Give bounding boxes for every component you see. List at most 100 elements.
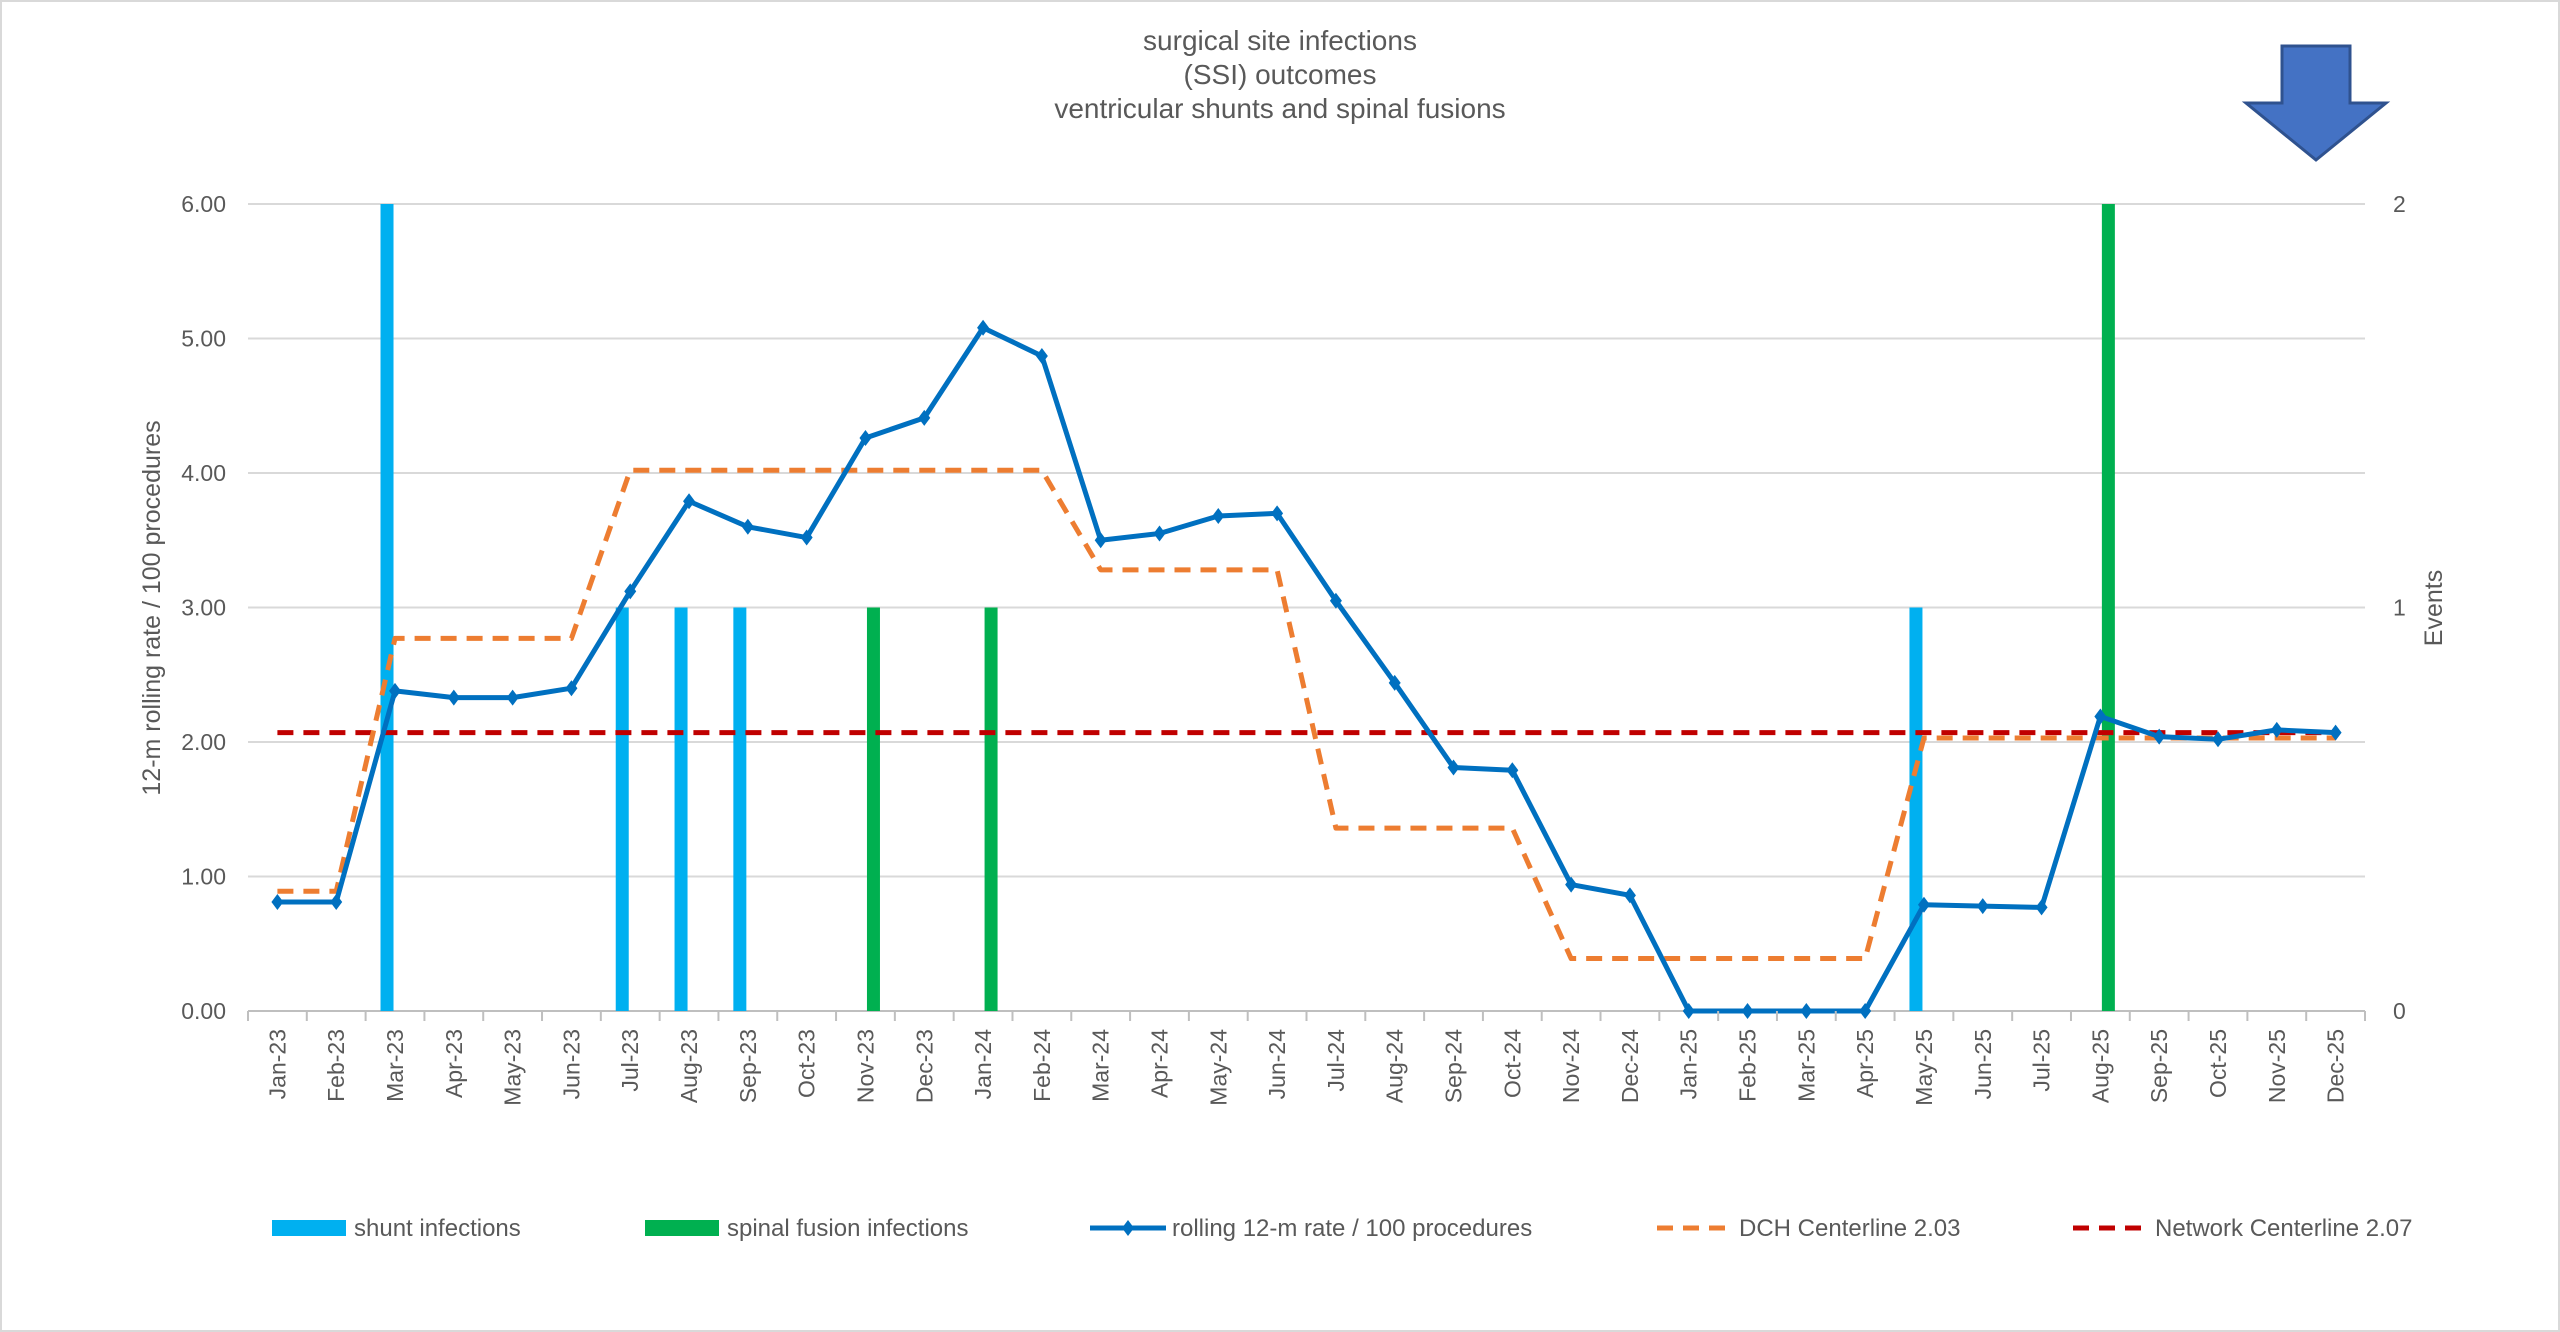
- data-point: [1212, 508, 1225, 525]
- data-point: [389, 682, 402, 699]
- data-point: [1094, 532, 1107, 549]
- y2-tick-label: 2: [2393, 191, 2406, 217]
- x-tick-label: Feb-24: [1029, 1029, 1055, 1102]
- x-tick-label: Jun-25: [1970, 1029, 1996, 1099]
- data-point: [859, 430, 872, 447]
- data-point: [1447, 759, 1460, 776]
- y2-tick-label: 1: [2393, 595, 2406, 621]
- legend-swatch: [645, 1220, 719, 1236]
- x-tick-label: Mar-23: [382, 1029, 408, 1102]
- series-line-rolling-12-m-rate-100-procedures: [277, 325, 2336, 1014]
- data-point: [800, 529, 813, 546]
- x-tick-label: Apr-23: [441, 1029, 467, 1098]
- legend-label: rolling 12-m rate / 100 procedures: [1172, 1215, 1532, 1242]
- y2-tick-label: 0: [2393, 998, 2406, 1024]
- x-tick-label: Oct-24: [1499, 1029, 1525, 1098]
- x-tick-label: May-23: [500, 1029, 526, 1106]
- y2-axis-label: Events: [2420, 570, 2448, 646]
- data-point: [1976, 898, 1989, 915]
- x-tick-label: Sep-23: [735, 1029, 761, 1103]
- x-tick-label: Jun-24: [1264, 1029, 1290, 1100]
- x-tick-label: Jul-25: [2029, 1029, 2055, 1092]
- x-tick-label: Mar-25: [1793, 1029, 1819, 1102]
- bar-spinal-fusion-infections: [866, 607, 880, 1011]
- bar-shunt-infections: [674, 607, 688, 1011]
- x-tick-label: Sep-24: [1441, 1029, 1467, 1103]
- data-point: [1623, 887, 1636, 904]
- x-tick-label: Oct-23: [794, 1029, 820, 1098]
- data-point: [271, 894, 284, 911]
- x-tick-label: Dec-24: [1617, 1029, 1643, 1103]
- series-line-dch-centerline-2-03: [277, 467, 2336, 962]
- legend-swatch: [272, 1220, 346, 1236]
- data-point: [2211, 731, 2224, 748]
- x-tick-label: Aug-24: [1382, 1029, 1408, 1103]
- data-point: [2153, 728, 2166, 745]
- legend-label: Network Centerline 2.07: [2155, 1215, 2412, 1242]
- x-tick-label: May-25: [1911, 1029, 1937, 1106]
- data-point: [2035, 899, 2048, 916]
- data-point: [1565, 876, 1578, 893]
- x-tick-label: Sep-25: [2146, 1029, 2172, 1103]
- x-tick-label: Jan-24: [970, 1029, 996, 1100]
- x-tick-label: Nov-25: [2264, 1029, 2290, 1103]
- data-point: [741, 518, 754, 535]
- data-point: [1388, 674, 1401, 691]
- x-tick-label: Nov-23: [852, 1029, 878, 1103]
- legend-label: DCH Centerline 2.03: [1739, 1215, 1960, 1242]
- legend-label: spinal fusion infections: [727, 1215, 968, 1242]
- data-point: [918, 409, 931, 426]
- x-tick-label: Jun-23: [558, 1029, 584, 1099]
- legend-label: shunt infections: [354, 1215, 521, 1242]
- data-point: [1506, 762, 1519, 779]
- x-tick-label: Apr-24: [1146, 1029, 1172, 1098]
- data-point: [1800, 1003, 1813, 1019]
- x-tick-label: Dec-23: [911, 1029, 937, 1103]
- data-point: [1329, 592, 1342, 609]
- data-point: [1035, 347, 1048, 364]
- y-tick-label: 4.00: [181, 460, 226, 486]
- bar-shunt-infections: [1909, 607, 1923, 1011]
- y-tick-label: 5.00: [181, 326, 226, 352]
- data-point: [447, 689, 460, 706]
- data-point: [2270, 721, 2283, 738]
- y-tick-label: 2.00: [181, 729, 226, 755]
- x-tick-label: Jan-23: [264, 1029, 290, 1099]
- bar-shunt-infections: [380, 204, 394, 1011]
- x-tick-label: Jul-23: [617, 1029, 643, 1092]
- x-tick-label: Feb-25: [1735, 1029, 1761, 1102]
- data-point: [624, 583, 637, 600]
- data-point: [2094, 708, 2107, 725]
- x-tick-label: Jul-24: [1323, 1029, 1349, 1092]
- chart-title-line-2: (SSI) outcomes: [1184, 59, 1377, 90]
- data-point: [1271, 505, 1284, 522]
- x-tick-label: Nov-24: [1558, 1029, 1584, 1103]
- x-tick-label: Aug-23: [676, 1029, 702, 1103]
- legend-marker: [1122, 1220, 1134, 1236]
- data-point: [1859, 1003, 1872, 1019]
- data-point: [1741, 1003, 1754, 1019]
- data-point: [1682, 1003, 1695, 1019]
- data-point: [977, 319, 990, 336]
- x-tick-label: Feb-23: [323, 1029, 349, 1102]
- data-point: [1153, 525, 1166, 542]
- data-point: [565, 680, 578, 697]
- bar-spinal-fusion-infections: [2101, 204, 2115, 1011]
- x-tick-label: Apr-25: [1852, 1029, 1878, 1098]
- x-tick-label: Mar-24: [1088, 1029, 1114, 1102]
- chart-title-line-3: ventricular shunts and spinal fusions: [1054, 93, 1505, 124]
- bar-spinal-fusion-infections: [984, 607, 998, 1011]
- data-point: [2329, 724, 2342, 741]
- data-point: [330, 894, 343, 911]
- bar-shunt-infections: [615, 607, 629, 1011]
- data-point: [506, 689, 519, 706]
- x-tick-label: Aug-25: [2087, 1029, 2113, 1103]
- y-axis-label: 12-m rolling rate / 100 procedures: [138, 420, 166, 795]
- y-tick-label: 1.00: [181, 864, 226, 890]
- x-tick-label: Dec-25: [2323, 1029, 2349, 1103]
- y-tick-label: 3.00: [181, 595, 226, 621]
- x-tick-label: Jan-25: [1676, 1029, 1702, 1099]
- data-point: [683, 493, 696, 510]
